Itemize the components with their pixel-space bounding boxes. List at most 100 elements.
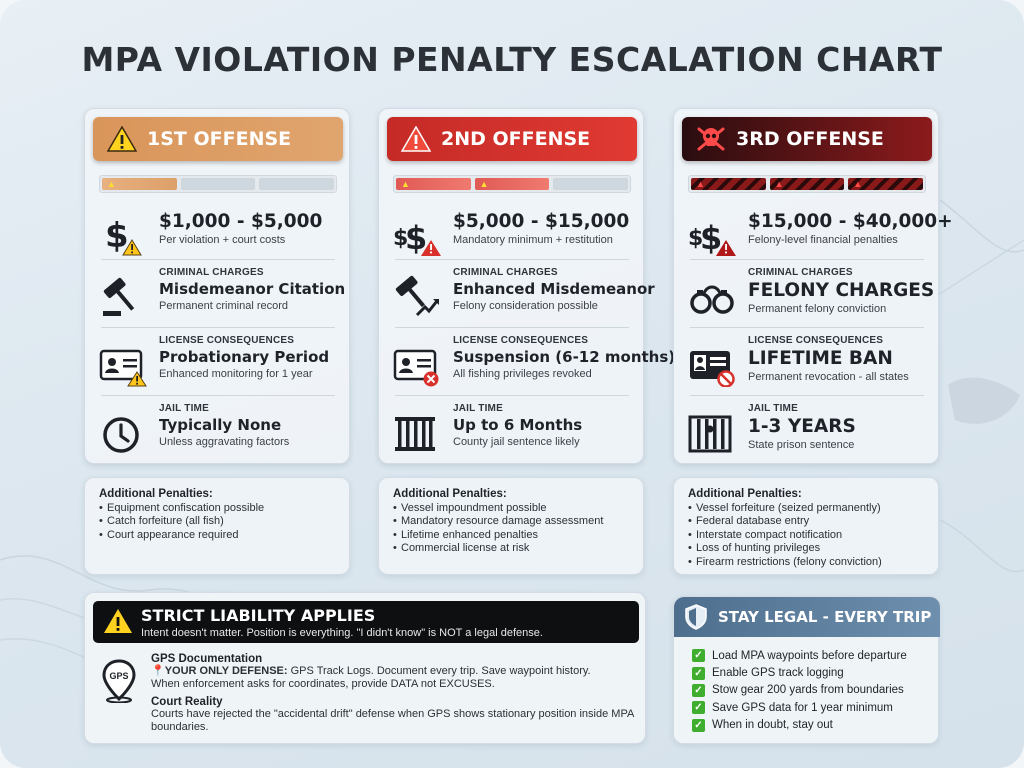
- fine-row: $ $ $15,000 - $40,000+ Felony-level finan…: [684, 205, 953, 265]
- list-item: Loss of hunting privileges: [688, 542, 924, 556]
- severity-segment: ▲: [396, 178, 471, 190]
- license-card-cancel-icon: [393, 343, 439, 387]
- list-item: Vessel forfeiture (seized permanently): [688, 502, 924, 516]
- divider: [101, 259, 335, 260]
- divider: [690, 327, 924, 328]
- svg-text:$: $: [688, 226, 703, 251]
- gps-documentation-heading: GPS Documentation: [151, 653, 263, 665]
- divider: [690, 259, 924, 260]
- criminal-row: CRIMINAL CHARGES FELONY CHARGES Permanen…: [684, 267, 935, 327]
- severity-segment: [180, 178, 256, 190]
- fine-amount: $15,000 - $40,000+: [748, 211, 953, 232]
- double-dollar-warning-icon: $ $: [688, 213, 736, 257]
- offense-header-3: 3RD OFFENSE: [682, 117, 932, 161]
- additional-penalties-list: Vessel impoundment possible Mandatory re…: [393, 502, 629, 556]
- additional-penalties-list: Equipment confiscation possible Catch fo…: [99, 502, 335, 543]
- severity-bar-3: ▲ ▲ ▲: [688, 175, 926, 193]
- check-icon: ✓: [692, 701, 705, 715]
- gps-documentation-text: 📍YOUR ONLY DEFENSE: GPS Track Logs. Docu…: [151, 665, 639, 678]
- additional-penalties-2: Additional Penalties: Vessel impoundment…: [378, 477, 644, 575]
- gps-emphasis: YOUR ONLY DEFENSE:: [164, 665, 288, 677]
- list-item: Federal database entry: [688, 515, 924, 529]
- license-label: LICENSE CONSEQUENCES: [748, 335, 884, 346]
- checklist-item: ✓ Save GPS data for 1 year minimum: [692, 699, 907, 716]
- double-dollar-warning-icon: $ $: [393, 213, 441, 257]
- list-item: Interstate compact notification: [688, 529, 924, 543]
- gps-icon-label: GPS: [109, 671, 128, 681]
- license-note: All fishing privileges revoked: [453, 368, 592, 380]
- check-icon: ✓: [692, 666, 705, 680]
- additional-penalties-title: Additional Penalties:: [393, 488, 507, 500]
- severity-segment: ▲: [769, 178, 845, 190]
- divider: [690, 395, 924, 396]
- fine-amount: $5,000 - $15,000: [453, 211, 630, 232]
- gavel-icon: [99, 275, 143, 319]
- license-value: LIFETIME BAN: [748, 348, 893, 369]
- warning-icon: [401, 126, 431, 152]
- divider: [101, 327, 335, 328]
- court-reality-heading: Court Reality: [151, 696, 223, 708]
- license-row: LICENSE CONSEQUENCES Suspension (6-12 mo…: [389, 335, 676, 395]
- offense-card-1: 1ST OFFENSE ▲ $ $1,000 - $5,000 Per viol…: [84, 108, 350, 464]
- offense-card-2: 2ND OFFENSE ▲ ▲ $ $ $5,000 - $15,000 Mand…: [378, 108, 676, 464]
- court-reality-text: Courts have rejected the "accidental dri…: [151, 708, 634, 733]
- license-card-warning-icon: [99, 343, 147, 387]
- svg-text:$: $: [700, 219, 722, 257]
- fine-note: Per violation + court costs: [159, 234, 286, 246]
- jail-value: 1-3 YEARS: [748, 416, 856, 437]
- license-label: LICENSE CONSEQUENCES: [453, 335, 589, 346]
- warning-icon: [103, 608, 133, 639]
- criminal-note: Permanent criminal record: [159, 300, 288, 312]
- offense-header-label: 2ND OFFENSE: [441, 128, 591, 150]
- offense-header-1: 1ST OFFENSE: [93, 117, 343, 161]
- list-item: Vessel impoundment possible: [393, 502, 629, 516]
- criminal-label: CRIMINAL CHARGES: [453, 267, 558, 278]
- strict-liability-panel: STRICT LIABILITY APPLIES Intent doesn't …: [84, 592, 646, 744]
- list-item: Court appearance required: [99, 529, 335, 543]
- divider: [395, 327, 629, 328]
- jail-bars-icon: [393, 411, 437, 455]
- jail-note: County jail sentence likely: [453, 436, 580, 448]
- fine-note: Felony-level financial penalties: [748, 234, 898, 246]
- criminal-value: Enhanced Misdemeanor: [453, 280, 655, 298]
- license-row: LICENSE CONSEQUENCES Probationary Period…: [95, 335, 341, 395]
- check-icon: ✓: [692, 649, 705, 663]
- offense-header-label: 1ST OFFENSE: [147, 128, 292, 150]
- offense-header-label: 3RD OFFENSE: [736, 128, 884, 150]
- license-ban-icon: [688, 343, 735, 388]
- fine-note: Mandatory minimum + restitution: [453, 234, 613, 246]
- criminal-row: CRIMINAL CHARGES Enhanced Misdemeanor Fe…: [389, 267, 655, 327]
- divider: [101, 395, 335, 396]
- gps-text: GPS Track Logs. Document every trip. Sav…: [287, 665, 591, 677]
- offense-card-3: 3RD OFFENSE ▲ ▲ ▲ $ $ $15,000 - $40,000+ …: [673, 108, 953, 464]
- divider: [395, 395, 629, 396]
- divider: [395, 259, 629, 260]
- gavel-trend-icon: [393, 275, 439, 319]
- strict-liability-body: GPS Documentation 📍YOUR ONLY DEFENSE: GP…: [151, 653, 639, 734]
- severity-segment: ▲: [102, 178, 177, 190]
- stay-legal-header: STAY LEGAL - EVERY TRIP: [674, 597, 940, 637]
- clock-icon: [99, 411, 143, 455]
- severity-bar-1: ▲: [99, 175, 337, 193]
- skull-crossbones-icon: [696, 125, 726, 153]
- criminal-value: FELONY CHARGES: [748, 280, 935, 301]
- license-value: Probationary Period: [159, 348, 330, 366]
- checklist-item: ✓ Enable GPS track logging: [692, 664, 907, 681]
- list-item: Commercial license at risk: [393, 542, 629, 556]
- criminal-note: Permanent felony conviction: [748, 303, 887, 315]
- page-title: MPA VIOLATION PENALTY ESCALATION CHART: [81, 40, 943, 79]
- jail-value: Up to 6 Months: [453, 416, 583, 434]
- jail-label: JAIL TIME: [159, 403, 209, 414]
- criminal-row: CRIMINAL CHARGES Misdemeanor Citation Pe…: [95, 267, 345, 327]
- additional-penalties-title: Additional Penalties:: [688, 488, 802, 500]
- checklist-item: ✓ When in doubt, stay out: [692, 717, 907, 734]
- jail-row: JAIL TIME 1-3 YEARS State prison sentenc…: [684, 403, 930, 463]
- license-row: LICENSE CONSEQUENCES LIFETIME BAN Perman…: [684, 335, 930, 395]
- license-value: Suspension (6-12 months): [453, 348, 676, 366]
- fine-row: $ $ $5,000 - $15,000 Mandatory minimum + …: [389, 205, 635, 265]
- list-item: Lifetime enhanced penalties: [393, 529, 629, 543]
- license-note: Permanent revocation - all states: [748, 371, 909, 383]
- checklist-item: ✓ Stow gear 200 yards from boundaries: [692, 682, 907, 699]
- criminal-label: CRIMINAL CHARGES: [748, 267, 853, 278]
- jail-row: JAIL TIME Up to 6 Months County jail sen…: [389, 403, 635, 463]
